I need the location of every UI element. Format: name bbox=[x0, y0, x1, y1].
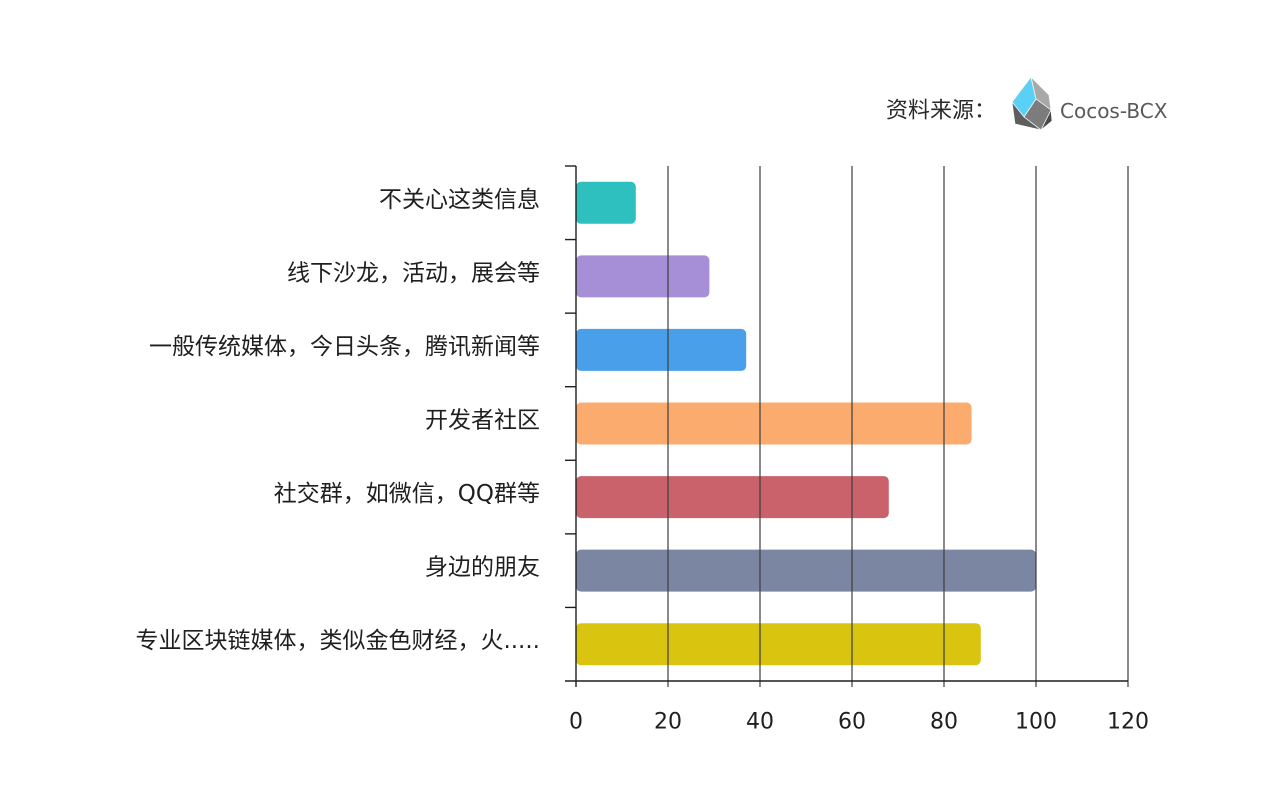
category-label: 一般传统媒体，今日头条，腾讯新闻等 bbox=[149, 334, 540, 360]
bar bbox=[576, 328, 747, 371]
bar bbox=[576, 476, 889, 519]
x-tick-label: 60 bbox=[838, 710, 866, 735]
logo-facet bbox=[1040, 109, 1053, 131]
x-tick-label: 120 bbox=[1107, 710, 1149, 735]
gridlines bbox=[667, 166, 1129, 687]
category-labels: 不关心这类信息线下沙龙，活动，展会等一般传统媒体，今日头条，腾讯新闻等开发者社区… bbox=[135, 187, 540, 654]
cocos-bcx-logo-icon bbox=[1011, 76, 1053, 131]
source-label: 资料来源： bbox=[886, 99, 996, 124]
bars bbox=[576, 181, 1036, 666]
category-label: 线下沙龙，活动，展会等 bbox=[287, 260, 540, 286]
category-label: 身边的朋友 bbox=[425, 555, 540, 581]
category-label: 开发者社区 bbox=[425, 408, 540, 434]
bar bbox=[576, 181, 636, 224]
bar bbox=[576, 623, 981, 666]
bar bbox=[576, 549, 1036, 592]
x-tick-label: 40 bbox=[746, 710, 774, 735]
category-label: 社交群，如微信，QQ群等 bbox=[274, 481, 540, 507]
source-attribution: 资料来源： Cocos-BCX bbox=[886, 76, 1168, 131]
bar bbox=[576, 255, 710, 298]
category-label: 专业区块链媒体，类似金色财经，火..... bbox=[135, 628, 540, 654]
category-label: 不关心这类信息 bbox=[379, 187, 540, 213]
axes bbox=[565, 165, 1128, 687]
x-tick-label: 80 bbox=[930, 710, 958, 735]
x-tick-label: 0 bbox=[569, 710, 583, 735]
x-tick-label: 20 bbox=[654, 710, 682, 735]
x-tick-label: 100 bbox=[1015, 710, 1057, 735]
x-tick-labels: 0 20 40 60 80 100 120 bbox=[569, 710, 1149, 735]
bar bbox=[576, 402, 972, 445]
brand-name: Cocos-BCX bbox=[1060, 99, 1168, 123]
